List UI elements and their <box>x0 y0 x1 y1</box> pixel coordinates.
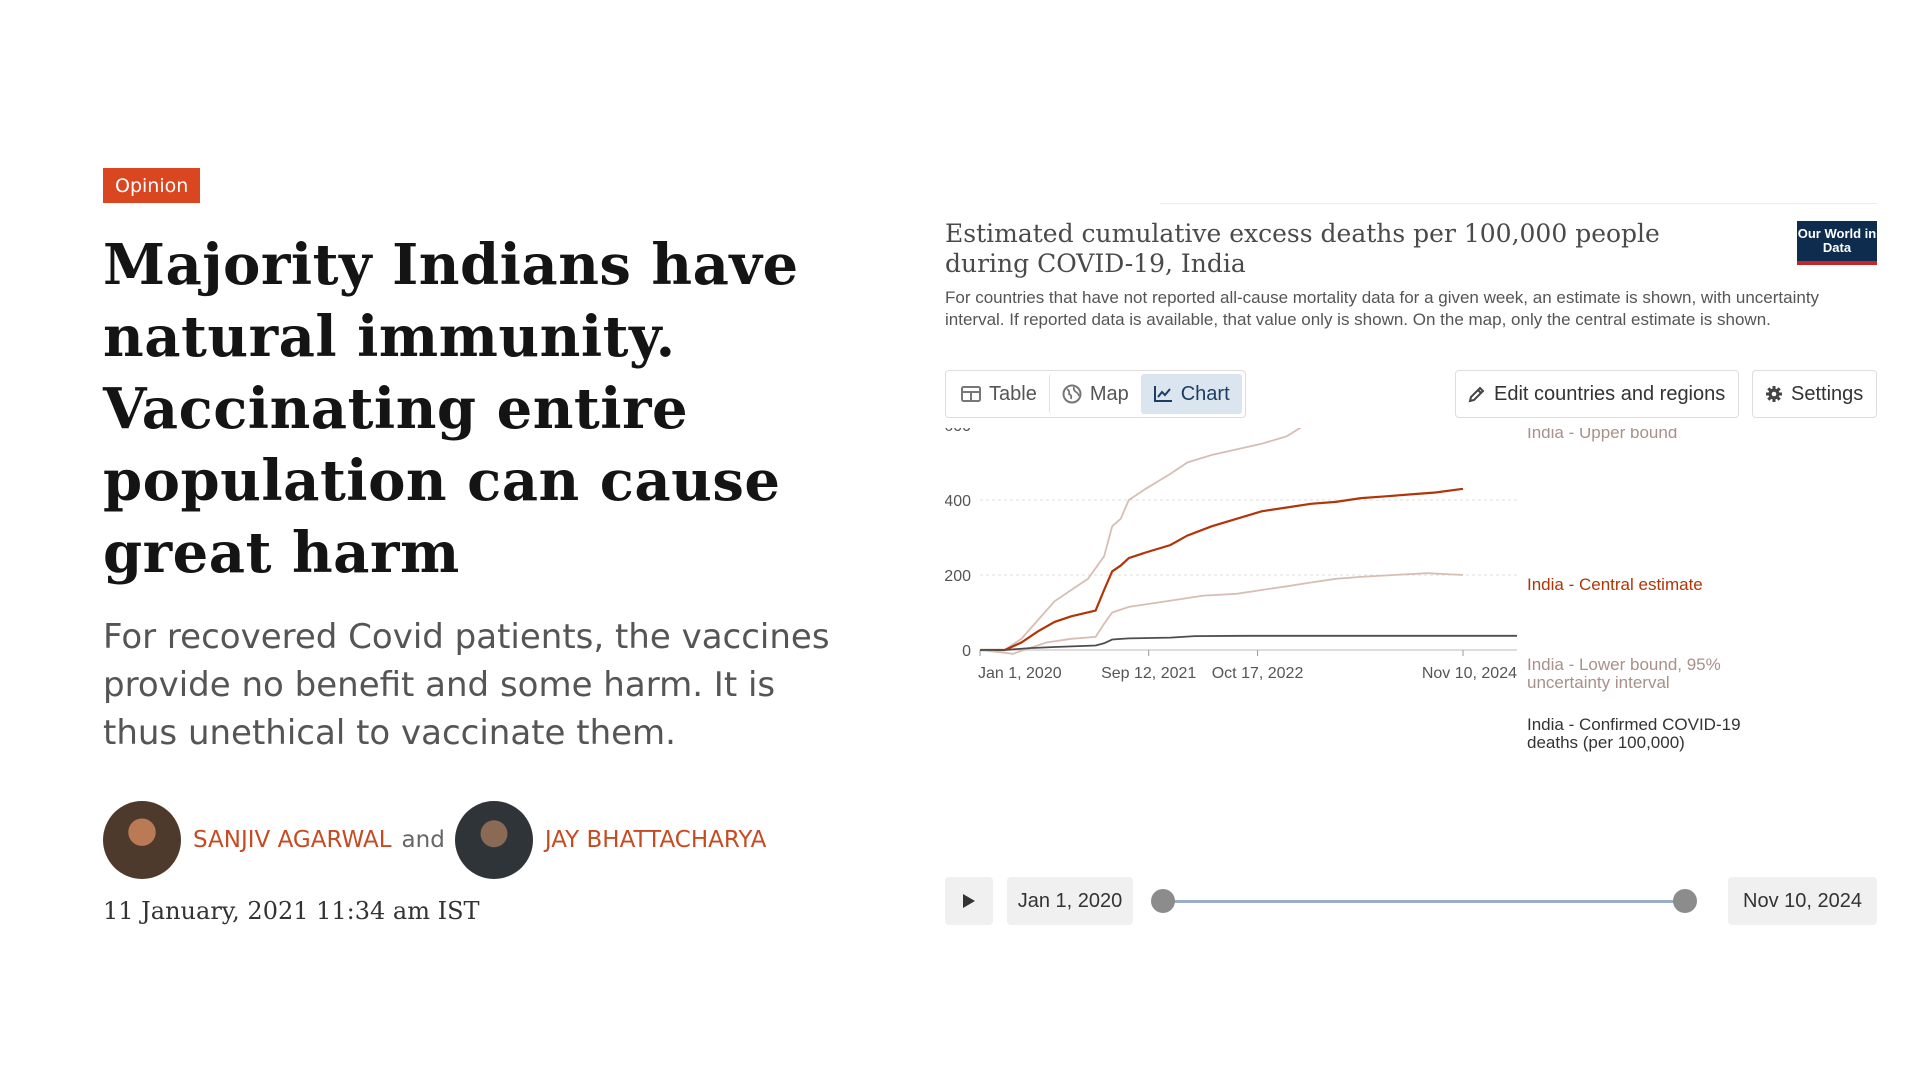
settings-label: Settings <box>1791 382 1864 405</box>
series-label: India - Lower bound, 95% <box>1527 655 1721 674</box>
series-label: deaths (per 100,000) <box>1527 733 1685 752</box>
series-line <box>979 572 1464 655</box>
line-chart-icon <box>1153 386 1172 402</box>
tab-chart[interactable]: Chart <box>1140 374 1242 414</box>
tab-label: Table <box>989 382 1037 405</box>
series-label: India - Upper bound <box>1527 428 1677 442</box>
timeline-end-handle[interactable] <box>1673 889 1697 913</box>
x-tick-label: Nov 10, 2024 <box>1422 665 1517 682</box>
owid-logo[interactable]: Our World in Data <box>1797 221 1877 265</box>
tab-label: Map <box>1089 382 1129 405</box>
series-line <box>980 487 1464 652</box>
x-tick-label: Sep 12, 2021 <box>1101 665 1196 682</box>
globe-icon <box>1062 384 1082 404</box>
author-avatar[interactable] <box>103 801 181 879</box>
chart-subtitle: For countries that have not reported all… <box>945 288 1820 329</box>
series-label: India - Central estimate <box>1527 575 1703 594</box>
chart-card: Estimated cumulative excess deaths per 1… <box>945 203 1877 945</box>
author-avatar[interactable] <box>454 801 533 879</box>
y-tick-label: 200 <box>945 568 971 585</box>
timeline-end-date[interactable]: Nov 10, 2024 <box>1728 877 1877 925</box>
x-tick-label: Oct 17, 2022 <box>1212 665 1304 682</box>
chart-title: Estimated cumulative excess deaths per 1… <box>945 219 1660 278</box>
article-column: Opinion Majority Indians have natural im… <box>103 168 843 925</box>
opinion-tag[interactable]: Opinion <box>103 168 201 203</box>
series-line <box>980 428 1302 651</box>
edit-countries-button[interactable]: Edit countries and regions <box>1455 370 1739 418</box>
author-link[interactable]: SANJIV AGARWAL <box>193 827 392 853</box>
timeline-track[interactable] <box>1163 900 1683 903</box>
y-tick-label: 0 <box>962 643 971 660</box>
publish-date: 11 January, 2021 11:34 am IST <box>103 897 480 925</box>
timeline-start-handle[interactable] <box>1151 889 1175 913</box>
x-tick-label: Jan 1, 2020 <box>978 665 1062 682</box>
divider <box>1160 203 1877 204</box>
logo-text: Our World in Data <box>1797 226 1877 255</box>
author-joiner: and <box>401 827 445 853</box>
tab-map[interactable]: Map <box>1048 374 1141 414</box>
byline: SANJIV AGARWAL and JAY BHATTACHARYA <box>103 801 843 879</box>
table-icon <box>961 386 981 402</box>
y-tick-label: 400 <box>945 493 971 510</box>
play-icon <box>963 894 975 908</box>
gear-icon <box>1766 386 1782 402</box>
view-tabs: Table Map Chart <box>945 370 1246 418</box>
series-line <box>980 634 1517 651</box>
author-link[interactable]: JAY BHATTACHARYA <box>544 827 767 853</box>
timeline-start-date[interactable]: Jan 1, 2020 <box>1007 877 1133 925</box>
series-label: India - Confirmed COVID-19 <box>1527 715 1741 734</box>
timeline: Jan 1, 2020 Nov 10, 2024 <box>945 877 1877 925</box>
tab-label: Chart <box>1180 382 1230 405</box>
y-tick-label: 600 <box>945 428 971 435</box>
play-button[interactable] <box>945 877 993 925</box>
series-label: uncertainty interval <box>1527 673 1670 692</box>
subheadline: For recovered Covid patients, the vaccin… <box>103 617 830 753</box>
edit-countries-label: Edit countries and regions <box>1494 382 1726 405</box>
settings-button[interactable]: Settings <box>1752 370 1877 418</box>
tab-table[interactable]: Table <box>949 374 1049 414</box>
pencil-icon <box>1468 386 1485 403</box>
headline: Majority Indians have natural immunity. … <box>103 232 799 586</box>
